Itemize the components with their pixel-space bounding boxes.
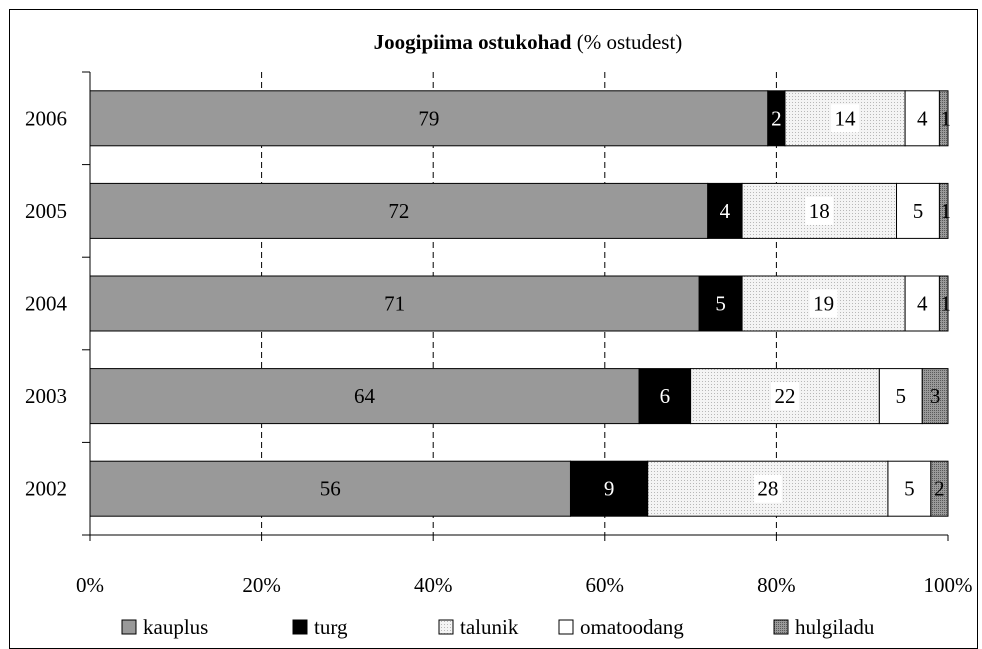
bar-segment-kauplus [89,90,769,147]
data-label: 5 [715,292,726,316]
data-label: 14 [835,106,857,130]
legend-swatch-omatoodang [558,619,574,635]
bar-segment-kauplus [89,182,709,239]
legend-swatch-turg [292,619,308,635]
data-label: 3 [930,384,941,408]
data-label-bg [805,196,834,225]
data-label: 4 [917,106,928,130]
chart-title: Joogipiima ostukohad (% ostudest) [374,30,683,54]
data-label-bg [753,474,782,503]
data-label: 2 [934,477,945,501]
bars: 79 2 14 4 172 4 18 5 171 5 19 4 164 6 22 5 356 9 28 5 2 [89,90,951,517]
chart-title-bold: Joogipiima ostukohad [374,30,572,54]
bar-segment-turg [569,460,649,517]
x-tick-label: 0% [76,573,104,597]
data-label: 28 [757,477,778,501]
legend-label-turg: turg [314,615,348,639]
y-tick-label: 2006 [25,106,67,130]
data-label: 72 [388,199,409,223]
data-label: 6 [660,384,671,408]
legend-swatch-talunik [438,619,454,635]
bar-segment-omatoodang [878,368,923,425]
bar-segment-omatoodang [896,182,940,239]
data-label: 9 [604,477,615,501]
data-label: 22 [774,384,795,408]
x-tick-label: 40% [414,573,453,597]
bar-segment-omatoodang [904,275,940,332]
x-tick-label: 100% [924,573,973,597]
data-label: 4 [720,199,731,223]
data-label: 5 [904,477,915,501]
x-tick-label: 60% [586,573,625,597]
bar-segment-hulgiladu [938,275,949,332]
legend-label-kauplus: kauplus [143,615,208,639]
data-label-bg [770,382,799,411]
y-tick-label: 2003 [25,384,67,408]
legend-swatch-hulgiladu [773,619,789,635]
data-label: 71 [384,292,405,316]
data-label: 19 [813,292,834,316]
bar-segment-hulgiladu [930,460,949,517]
data-label: 5 [913,199,924,223]
bar-segment-hulgiladu [938,182,949,239]
y-tick-label: 2005 [25,199,67,223]
data-label: 5 [896,384,907,408]
data-label-bg [809,289,838,318]
data-label: 1 [940,106,951,130]
bar-segment-kauplus [89,275,700,332]
data-label: 64 [354,384,376,408]
chart-title-rest: (% ostudest) [571,30,682,54]
legend-label-hulgiladu: hulgiladu [795,615,875,639]
legend-label-omatoodang: omatoodang [580,615,684,639]
y-tick-label: 2004 [25,292,68,316]
data-label: 56 [320,477,341,501]
bar-segment-omatoodang [904,90,940,147]
bar-segment-omatoodang [887,460,932,517]
bar-segment-hulgiladu [921,368,949,425]
data-label: 4 [917,292,928,316]
data-label: 1 [940,292,951,316]
x-tick-label: 80% [757,573,796,597]
bar-segment-kauplus [89,368,640,425]
data-label: 2 [771,106,782,130]
axes: 0% 20% 40% 60% 80% 100% 2006 2005 2004 2003 2002 [25,71,973,597]
bar-segment-turg [638,368,692,425]
legend: kauplus turg talunik omatoodang hulgiladu [121,615,875,639]
bar-segment-kauplus [89,460,571,517]
y-tick-label: 2002 [25,477,67,501]
legend-label-talunik: talunik [460,615,519,639]
bar-segment-turg [698,275,743,332]
data-label: 18 [809,199,830,223]
x-tick-label: 20% [242,573,281,597]
data-label: 1 [940,199,951,223]
legend-swatch-kauplus [121,619,137,635]
bar-segment-hulgiladu [938,90,949,147]
data-label-bg [831,104,860,133]
data-label: 79 [418,106,439,130]
